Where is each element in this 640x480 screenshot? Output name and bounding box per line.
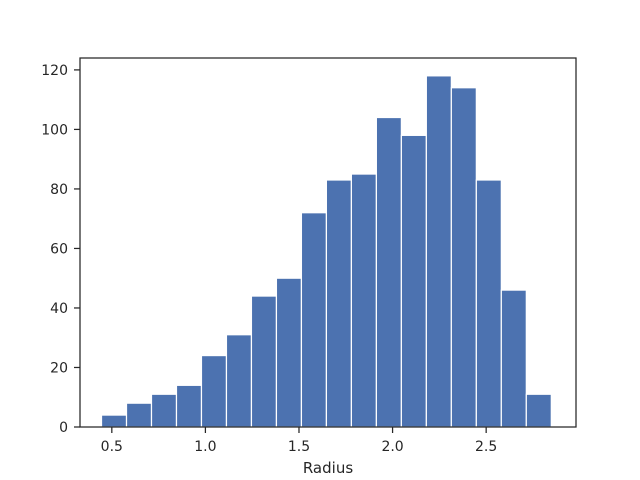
histogram-bar (425, 75, 452, 428)
plot-frame (79, 57, 577, 428)
histogram-bar (200, 354, 228, 428)
histogram-bar (225, 334, 253, 428)
histogram-bar (175, 384, 203, 428)
y-tick-label: 40 (50, 301, 68, 317)
histogram-bar (375, 116, 402, 428)
histogram-bar (300, 212, 328, 428)
histogram-bar (150, 393, 178, 428)
y-tick-label: 120 (41, 63, 68, 79)
x-tick-label: 2.0 (381, 439, 403, 455)
x-axis-label: Radius (303, 459, 353, 477)
x-tick-label: 1.5 (288, 439, 310, 455)
histogram-bar (250, 295, 278, 428)
x-tick-label: 1.0 (194, 439, 216, 455)
histogram-bar (525, 393, 552, 428)
histogram-bar (350, 173, 377, 428)
histogram-bar (400, 134, 427, 428)
histogram-bar (500, 289, 527, 428)
histogram-bar (450, 87, 477, 428)
y-tick-label: 80 (50, 182, 68, 198)
y-tick-label: 0 (59, 420, 68, 436)
x-ticks-group: 0.5 1.0 1.5 2.0 2.5 (101, 427, 497, 455)
x-tick-label: 2.5 (475, 439, 497, 455)
histogram-bar (475, 179, 502, 428)
y-tick-label: 60 (50, 241, 68, 257)
histogram-bar (325, 179, 352, 428)
histogram-bar (125, 402, 153, 428)
bars-group (100, 75, 552, 428)
histogram-bar (100, 414, 128, 428)
y-tick-label: 20 (50, 360, 68, 376)
y-ticks-group: 0 20 40 60 80 100 120 (41, 63, 80, 436)
histogram-bar (275, 277, 303, 428)
y-tick-label: 100 (41, 122, 68, 138)
x-tick-label: 0.5 (101, 439, 123, 455)
